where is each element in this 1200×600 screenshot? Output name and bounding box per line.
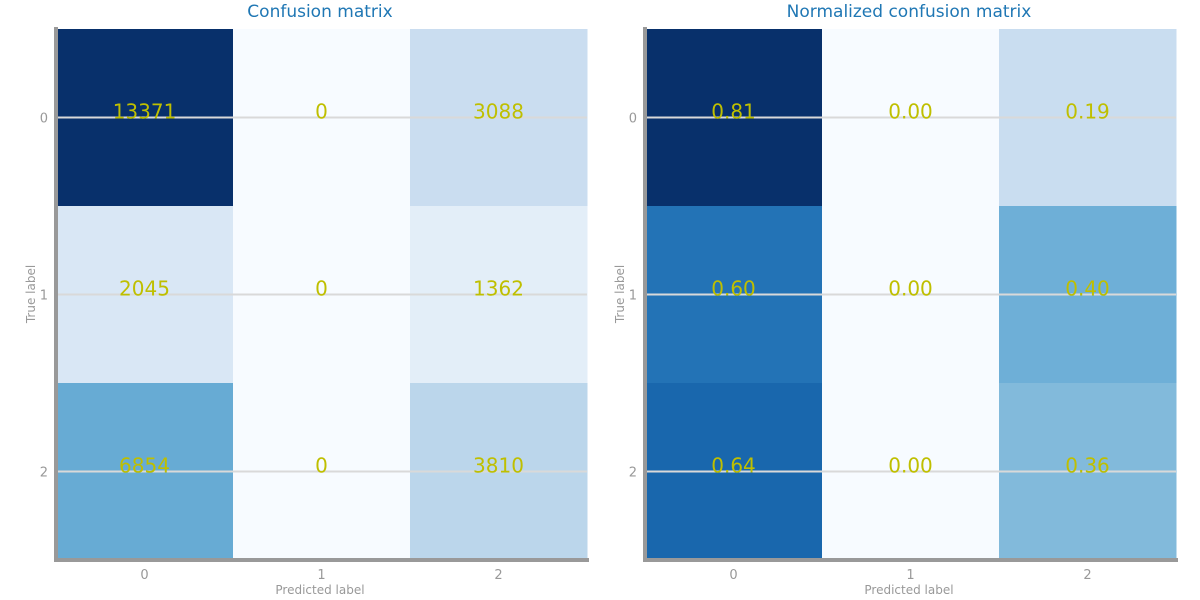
y-axis-label: True label	[613, 265, 627, 324]
cell-label-2-0: 0.64	[711, 454, 756, 478]
cell-label-0-0: 13371	[113, 100, 177, 124]
cell-labels: 13371 0 3088 2045 0 1362 6854 0 3810	[113, 100, 524, 478]
y-tick-label-0: 0	[629, 112, 637, 127]
x-tick-label-1: 1	[317, 568, 325, 583]
confusion-matrix-title: Confusion matrix	[247, 2, 392, 22]
confusion-matrix-chart: Confusion matrix 13371 0 3088 2045 0 1362 6854…	[24, 2, 589, 597]
cell-label-1-2: 0.40	[1065, 277, 1110, 301]
tick-labels: 0 1 2 0 1 2	[629, 112, 1092, 584]
gridlines	[56, 116, 587, 473]
x-tick-label-0: 0	[140, 568, 148, 583]
y-tick-label-2: 2	[629, 466, 637, 481]
cell-label-0-2: 3088	[473, 100, 524, 124]
cell-labels: 0.81 0.00 0.19 0.60 0.00 0.40 0.64 0.00 0.36	[711, 100, 1110, 478]
x-tick-label-2: 2	[494, 568, 502, 583]
y-axis-label: True label	[24, 265, 38, 324]
cell-label-2-2: 0.36	[1065, 454, 1110, 478]
cell-label-0-1: 0.00	[888, 100, 933, 124]
x-axis-label: Predicted label	[864, 583, 953, 597]
x-axis-label: Predicted label	[275, 583, 364, 597]
cell-label-0-1: 0	[315, 100, 328, 124]
cell-label-2-0: 6854	[119, 454, 170, 478]
cell-label-0-2: 0.19	[1065, 100, 1110, 124]
y-tick-label-0: 0	[40, 112, 48, 127]
normalized-confusion-matrix-chart: Normalized confusion matrix 0.81 0.00 0.19…	[613, 2, 1178, 597]
cell-label-2-1: 0.00	[888, 454, 933, 478]
gridlines	[645, 116, 1176, 473]
cell-label-2-2: 3810	[473, 454, 524, 478]
y-tick-label-1: 1	[40, 289, 48, 304]
normalized-confusion-matrix-title: Normalized confusion matrix	[787, 2, 1032, 22]
x-tick-label-1: 1	[906, 568, 914, 583]
cell-label-0-0: 0.81	[711, 100, 756, 124]
cell-label-1-0: 0.60	[711, 277, 756, 301]
cell-label-1-0: 2045	[119, 277, 170, 301]
cell-label-1-1: 0	[315, 277, 328, 301]
axes	[643, 27, 1178, 562]
axes	[54, 27, 589, 562]
cell-label-2-1: 0	[315, 454, 328, 478]
y-tick-label-2: 2	[40, 466, 48, 481]
cell-label-1-2: 1362	[473, 277, 524, 301]
x-tick-label-2: 2	[1083, 568, 1091, 583]
x-tick-label-0: 0	[729, 568, 737, 583]
tick-labels: 0 1 2 0 1 2	[40, 112, 503, 584]
y-tick-label-1: 1	[629, 289, 637, 304]
cell-label-1-1: 0.00	[888, 277, 933, 301]
